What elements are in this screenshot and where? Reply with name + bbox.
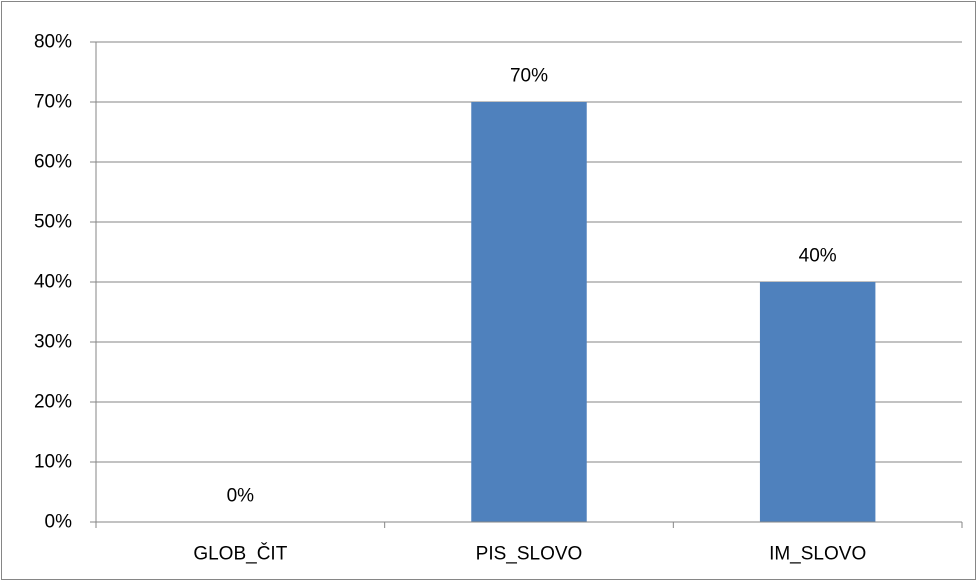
y-tick-label: 10% bbox=[34, 452, 72, 473]
y-tick-label: 40% bbox=[34, 272, 72, 293]
y-tick-label: 30% bbox=[34, 332, 72, 353]
y-tick-label: 70% bbox=[34, 92, 72, 113]
bar-pis_slovo bbox=[471, 102, 587, 522]
data-label: 40% bbox=[799, 246, 837, 267]
category-label: PIS_SLOVO bbox=[476, 544, 583, 565]
data-label: 70% bbox=[510, 66, 548, 87]
labels: 0% 10% 20% 30% 40% 50% 60% 70% 80% 0% GLOB_ČIT 70% P… bbox=[34, 32, 866, 565]
y-tick-label: 50% bbox=[34, 212, 72, 233]
category-label: GLOB_ČIT bbox=[193, 543, 287, 565]
axes bbox=[90, 41, 963, 528]
y-tick-label: 80% bbox=[34, 32, 72, 53]
bar-im_slovo bbox=[759, 282, 876, 522]
category-label: IM_SLOVO bbox=[769, 544, 866, 565]
bars bbox=[471, 102, 876, 522]
data-label: 0% bbox=[227, 486, 255, 507]
y-tick-label: 60% bbox=[34, 152, 72, 173]
y-tick-label: 20% bbox=[34, 392, 72, 413]
y-tick-label: 0% bbox=[45, 512, 73, 533]
